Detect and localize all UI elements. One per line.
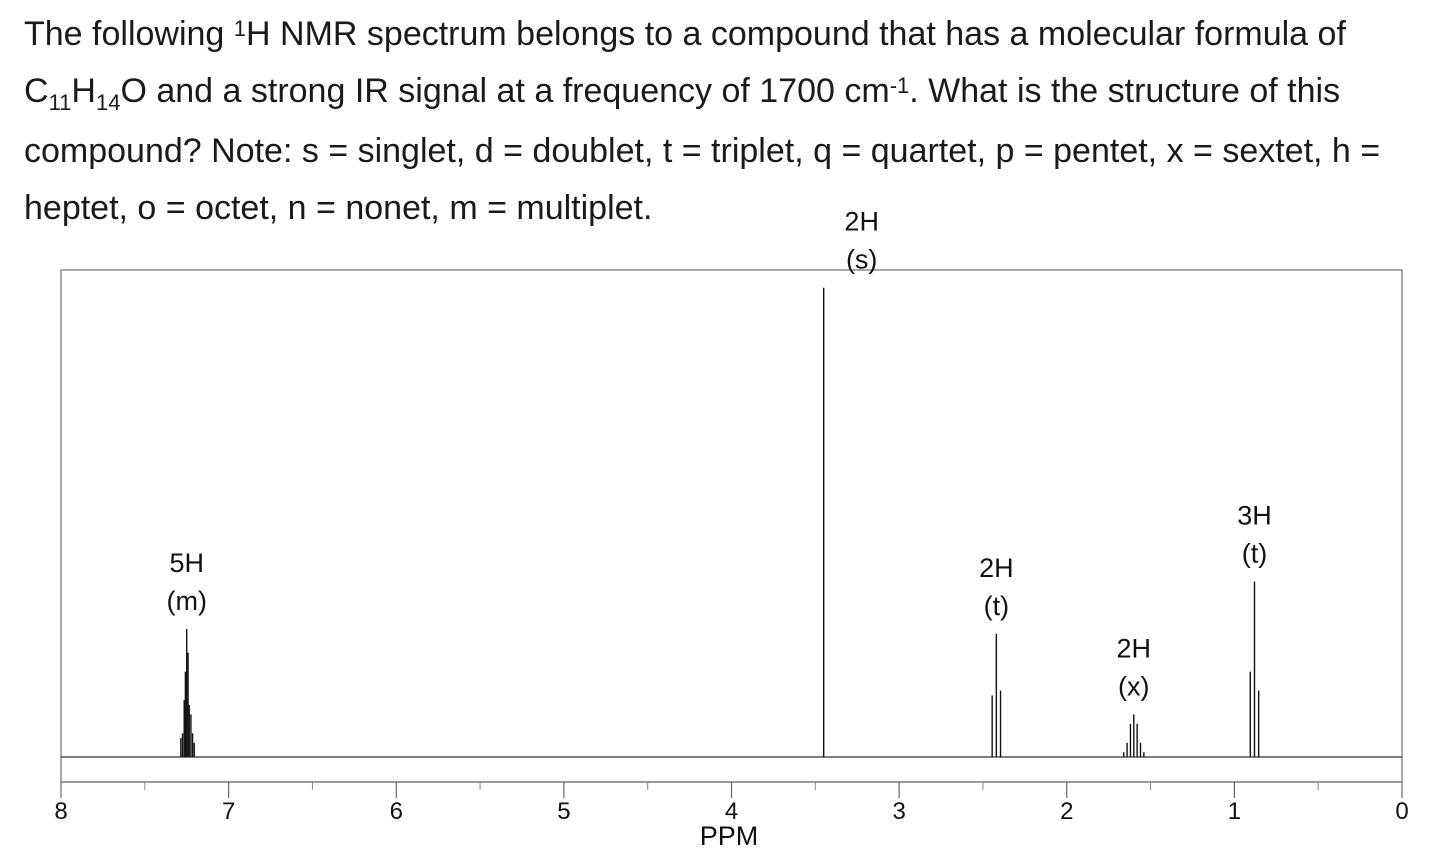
peak-integration-label: 2H [979, 553, 1014, 583]
peak-integration-label: 2H [844, 207, 879, 237]
peak-multiplicity-label: (m) [166, 586, 206, 616]
nucleus-symbol: H [246, 15, 271, 53]
tick-label: 0 [1395, 798, 1408, 825]
peak-multiplicity-label: (t) [984, 591, 1009, 621]
formula-hydrogen-count: 14 [95, 90, 121, 115]
peak-integration-label: 2H [1117, 633, 1152, 663]
peak-multiplicity-label: (t) [1242, 539, 1267, 569]
tick-label: 1 [1228, 798, 1241, 825]
peak-labels: 5H (m) 2H (s) 2H (t) 2H (x) 3H (t) [166, 207, 1271, 702]
question-intro: The following [24, 15, 234, 53]
peak-multiplicity-label: (x) [1118, 671, 1149, 701]
formula-oxygen: O [120, 72, 147, 110]
ir-unit-exponent: -1 [889, 73, 910, 98]
question-part-b: and a strong IR signal at a frequency of… [146, 72, 890, 110]
formula-carbon: C [24, 72, 49, 110]
tick-label: 6 [390, 798, 403, 825]
question-text: The following 1H NMR spectrum belongs to… [24, 6, 1439, 237]
plot-frame [60, 269, 1403, 783]
peak-integration-label: 3H [1237, 501, 1272, 531]
tick-label: 2 [1060, 798, 1073, 825]
tick-label: 5 [557, 798, 570, 825]
tick-label: 3 [892, 798, 905, 825]
peak-multiplicity-label: (s) [846, 245, 877, 275]
nucleus-mass-number: 1 [233, 16, 247, 41]
spectrum-trace [61, 287, 1402, 758]
tick-label: 4 [725, 798, 738, 825]
tick-label: 7 [222, 798, 235, 825]
question-part-c: . What is the structure of this compound… [24, 72, 1381, 227]
formula-carbon-count: 11 [48, 90, 72, 115]
tick-label: 8 [54, 798, 67, 825]
formula-hydrogen: H [71, 72, 96, 110]
peak-integration-label: 5H [169, 548, 204, 578]
question-part-a: NMR spectrum belongs to a compound that … [270, 15, 1346, 53]
ppm-axis: 8 7 6 5 4 3 2 1 0 [54, 781, 1409, 825]
x-axis-label: PPM [700, 821, 759, 851]
